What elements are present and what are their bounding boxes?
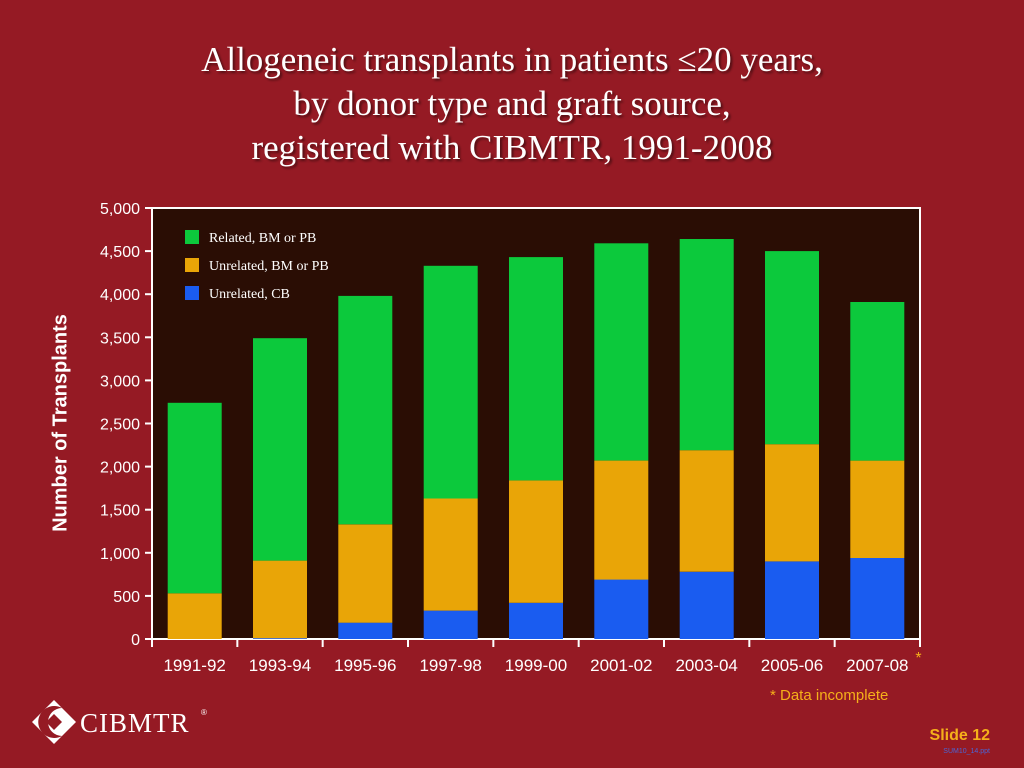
- y-tick-label: 4,500: [100, 244, 140, 261]
- legend-label: Related, BM or PB: [209, 231, 316, 246]
- bar-segment-2001-02-series-2: [594, 243, 649, 461]
- y-tick-label: 5,000: [100, 201, 140, 218]
- bar-segment-1997-98-series-2: [423, 265, 478, 499]
- axes-layer: 0 500 1,000 1,500 2,000 2,500 3,000 3,500 4,000 4…: [100, 201, 922, 675]
- bars-layer: [167, 239, 905, 639]
- bar-segment-2003-04-series-2: [679, 239, 734, 451]
- y-tick-label: 2,000: [100, 460, 140, 477]
- logo-text: CIBMTR: [80, 708, 190, 738]
- bar-segment-1991-92-series-2: [167, 402, 222, 594]
- legend-swatch: [185, 258, 199, 272]
- chart-legend: Related, BM or PB Unrelated, BM or PB Unre…: [185, 230, 329, 302]
- bar-segment-1997-98-series-0: [423, 610, 478, 639]
- bar-segment-2007-08-series-1: [850, 460, 905, 558]
- x-tick-label: 2007-08: [846, 656, 908, 675]
- x-tick-label: 1999-00: [505, 656, 567, 675]
- y-tick-label: 500: [113, 589, 140, 606]
- legend-swatch: [185, 230, 199, 244]
- legend-label: Unrelated, BM or PB: [209, 259, 329, 274]
- y-tick-label: 0: [131, 632, 140, 649]
- legend-swatch: [185, 286, 199, 300]
- x-tick-label: 1991-92: [163, 656, 225, 675]
- bar-segment-1993-94-series-0: [253, 638, 307, 639]
- bar-segment-1995-96-series-2: [338, 295, 393, 525]
- legend-label: Unrelated, CB: [209, 287, 290, 302]
- bar-segment-2001-02-series-0: [594, 579, 649, 639]
- y-tick-label: 2,500: [100, 417, 140, 434]
- footnote-data-incomplete: * Data incomplete: [770, 687, 889, 704]
- y-tick-label: 3,000: [100, 373, 140, 390]
- bar-segment-1999-00-series-1: [509, 480, 563, 603]
- bar-segment-1993-94-series-1: [253, 560, 307, 639]
- slide-number: Slide 12: [929, 727, 990, 744]
- bar-segment-2003-04-series-1: [679, 450, 734, 572]
- title-line-2: by donor type and graft source,: [293, 84, 731, 123]
- y-tick-label: 1,500: [100, 503, 140, 520]
- title-line-1: Allogeneic transplants in patients ≤20 y…: [201, 40, 823, 79]
- y-tick-label: 3,500: [100, 330, 140, 347]
- cibmtr-logo-icon: [32, 700, 76, 744]
- bar-segment-2003-04-series-0: [679, 571, 734, 639]
- y-axis-label: Number of Transplants: [49, 314, 72, 532]
- bar-segment-2001-02-series-1: [594, 460, 649, 580]
- x-tick-label: 2001-02: [590, 656, 652, 675]
- bar-segment-1995-96-series-0: [338, 622, 393, 639]
- logo-registered-mark: ®: [201, 708, 207, 717]
- x-tick-label: 2005-06: [761, 656, 823, 675]
- bar-segment-1997-98-series-1: [423, 498, 478, 611]
- x-tick-label: 1995-96: [334, 656, 396, 675]
- bar-segment-1991-92-series-1: [167, 593, 222, 639]
- x-tick-label: 1993-94: [249, 656, 311, 675]
- bar-segment-1999-00-series-2: [509, 257, 563, 481]
- y-tick-label: 4,000: [100, 287, 140, 304]
- bar-segment-2005-06-series-1: [765, 444, 819, 562]
- x-tick-label: 2003-04: [675, 656, 737, 675]
- bar-segment-1999-00-series-0: [509, 602, 563, 639]
- slide-title: Allogeneic transplants in patients ≤20 y…: [0, 38, 1024, 170]
- title-line-3: registered with CIBMTR, 1991-2008: [251, 128, 773, 167]
- x-tick-asterisk: *: [915, 650, 921, 667]
- bar-segment-2007-08-series-2: [850, 302, 905, 461]
- y-tick-label: 1,000: [100, 546, 140, 563]
- bar-segment-2005-06-series-0: [765, 561, 819, 639]
- bar-segment-2007-08-series-0: [850, 558, 905, 639]
- bar-segment-2005-06-series-2: [765, 251, 819, 445]
- bar-segment-1993-94-series-2: [253, 338, 307, 561]
- file-reference: SUM10_14.ppt: [943, 748, 990, 755]
- x-tick-label: 1997-98: [419, 656, 481, 675]
- bar-segment-1995-96-series-1: [338, 524, 393, 623]
